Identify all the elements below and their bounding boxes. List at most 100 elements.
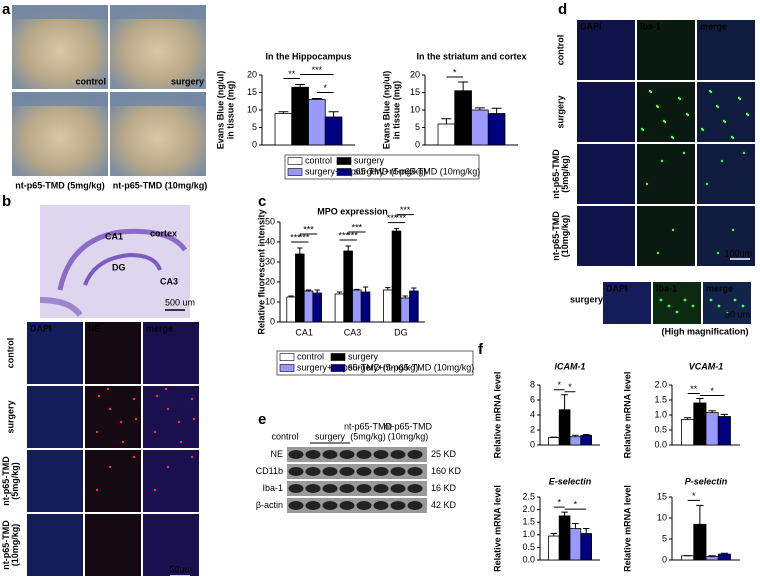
legend-label: control bbox=[297, 351, 324, 361]
signal-speck bbox=[691, 304, 695, 308]
signal-speck bbox=[190, 397, 194, 401]
error-bar bbox=[474, 107, 485, 110]
bar bbox=[295, 253, 305, 323]
y-axis-label: in tissue (mg) bbox=[225, 81, 235, 140]
error-bar bbox=[708, 555, 716, 557]
column-label: NE bbox=[88, 323, 101, 333]
blot-band bbox=[288, 484, 304, 493]
significance-label: * bbox=[574, 499, 578, 509]
column-label: DAPI bbox=[30, 323, 52, 333]
signal-speck bbox=[685, 112, 689, 116]
micrograph bbox=[697, 206, 755, 266]
error-bar bbox=[278, 111, 289, 114]
micrograph bbox=[577, 144, 635, 204]
significance-label: *** bbox=[400, 205, 411, 215]
error-bar bbox=[305, 289, 312, 291]
error-bar bbox=[393, 228, 400, 231]
error-bar bbox=[696, 504, 704, 525]
blot-band bbox=[390, 467, 406, 476]
row-label: control bbox=[555, 35, 565, 66]
significance-label: *** bbox=[352, 222, 363, 232]
blot-band bbox=[288, 450, 304, 459]
y-tick-label: 2.0 bbox=[522, 504, 535, 514]
y-tick-label: 0 bbox=[270, 316, 275, 326]
bar bbox=[705, 412, 719, 446]
micrograph bbox=[697, 82, 755, 142]
blot-band bbox=[339, 467, 355, 476]
error-bar bbox=[696, 398, 704, 403]
y-tick-label: 1.5 bbox=[654, 394, 667, 404]
photo-label: nt-p65-TMD (5mg/kg) bbox=[15, 180, 105, 190]
error-bar bbox=[402, 295, 408, 298]
blot-band bbox=[322, 450, 338, 459]
chart-title: ICAM-1 bbox=[555, 361, 586, 371]
bar bbox=[400, 297, 410, 323]
column-label: nt-p65-TMD bbox=[344, 421, 393, 431]
y-axis-label: in tissue (mg) bbox=[391, 81, 401, 140]
panel-label: f bbox=[478, 341, 484, 358]
error-bar bbox=[411, 287, 417, 291]
column-label: DAPI bbox=[580, 21, 602, 31]
bar bbox=[391, 230, 402, 323]
signal-speck bbox=[733, 298, 737, 302]
error-bar bbox=[582, 434, 590, 436]
y-tick-label: 5 bbox=[252, 122, 257, 132]
brain-label: CA1 bbox=[105, 231, 123, 241]
chart-title: MPO expression bbox=[317, 206, 388, 216]
bar bbox=[471, 109, 489, 146]
blot-band bbox=[356, 450, 372, 459]
signal-speck bbox=[682, 151, 686, 155]
bar bbox=[343, 250, 353, 323]
row-label: (5mg/kg) bbox=[560, 155, 570, 193]
column-label: nt-p65-TMD bbox=[384, 421, 433, 431]
bar bbox=[693, 402, 707, 446]
signal-speck bbox=[671, 228, 675, 232]
x-tick-label: CA3 bbox=[344, 327, 362, 337]
significance-label: * bbox=[692, 491, 696, 501]
error-bar bbox=[297, 247, 303, 254]
significance-label: ** bbox=[288, 69, 296, 79]
signal-speck bbox=[667, 304, 671, 308]
scale-label: 500 um bbox=[165, 297, 195, 307]
y-tick-label: 15 bbox=[410, 87, 420, 97]
bar bbox=[324, 116, 343, 146]
blot-band bbox=[373, 450, 389, 459]
error-bar bbox=[561, 511, 568, 516]
x-tick-label: CA1 bbox=[295, 327, 313, 337]
signal-speck bbox=[119, 420, 123, 424]
bar bbox=[454, 90, 472, 146]
y-tick-label: 15 bbox=[247, 87, 257, 97]
signal-speck bbox=[720, 159, 724, 163]
y-tick-label: 4 bbox=[530, 409, 535, 419]
y-tick-label: 10 bbox=[247, 104, 257, 114]
micrograph bbox=[85, 514, 141, 576]
row-label: β-actin bbox=[256, 500, 283, 510]
photo-background bbox=[12, 5, 108, 19]
legend-swatch bbox=[279, 353, 295, 361]
legend-swatch bbox=[336, 168, 352, 176]
micrograph bbox=[85, 386, 141, 448]
blot-band bbox=[322, 501, 338, 510]
legend-label: control bbox=[305, 155, 332, 165]
significance-label: *** bbox=[387, 213, 398, 223]
legend-box bbox=[284, 154, 480, 180]
panel-label: d bbox=[558, 1, 567, 18]
signal-speck bbox=[153, 430, 157, 434]
row-label: control bbox=[5, 338, 15, 369]
micrograph bbox=[143, 322, 199, 384]
bar bbox=[308, 99, 326, 146]
y-tick-label: 1.5 bbox=[522, 517, 535, 527]
bar bbox=[580, 533, 592, 561]
x-tick-label: DG bbox=[394, 327, 408, 337]
error-bar bbox=[708, 410, 716, 413]
y-tick-label: 2 bbox=[530, 424, 535, 434]
blot-band bbox=[305, 450, 321, 459]
signal-speck bbox=[153, 488, 157, 492]
panel-label: a bbox=[2, 1, 11, 18]
y-tick-label: 0 bbox=[415, 139, 420, 149]
chart-title: In the Hippocampus bbox=[265, 51, 351, 61]
signal-speck bbox=[662, 119, 666, 123]
signal-speck bbox=[97, 394, 101, 398]
micrograph bbox=[697, 144, 755, 204]
bar bbox=[274, 113, 293, 146]
